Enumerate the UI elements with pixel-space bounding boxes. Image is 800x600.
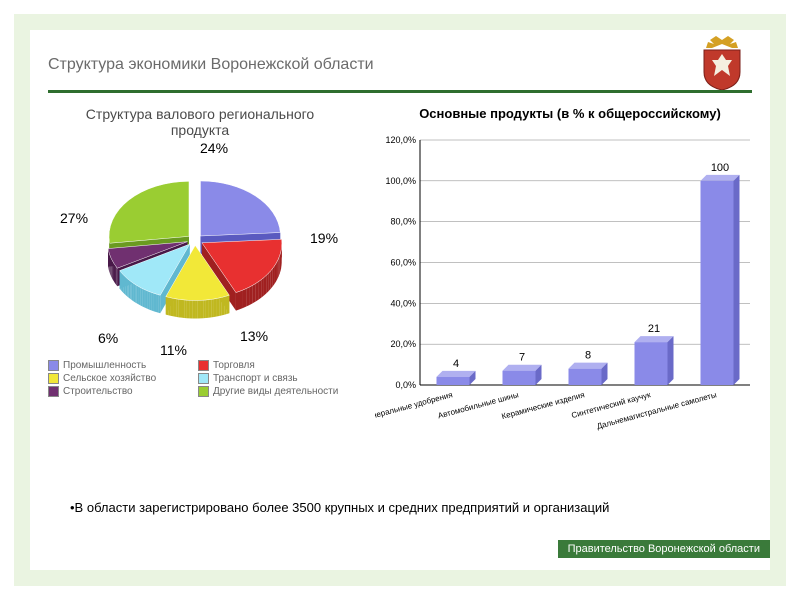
page-inner: Структура экономики Воронежской области … xyxy=(30,30,770,570)
pie-label-2: 13% xyxy=(240,328,268,344)
legend-item: Сельское хозяйство xyxy=(48,373,198,384)
svg-text:80,0%: 80,0% xyxy=(390,217,416,227)
svg-text:Дальнемагистральные самолеты: Дальнемагистральные самолеты xyxy=(596,390,718,431)
legend-label: Промышленность xyxy=(63,360,146,371)
bar-chart-title: Основные продукты (в % к общероссийскому… xyxy=(390,106,750,121)
pie-label-5: 27% xyxy=(60,210,88,226)
svg-text:100,0%: 100,0% xyxy=(385,176,416,186)
pie-label-3: 11% xyxy=(160,342,187,358)
legend-label: Строительство xyxy=(63,386,133,397)
svg-text:7: 7 xyxy=(519,352,525,364)
legend-swatch xyxy=(48,386,59,397)
title-rule xyxy=(48,90,752,93)
legend-swatch xyxy=(198,386,209,397)
legend-swatch xyxy=(198,360,209,371)
legend-swatch xyxy=(198,373,209,384)
pie-chart xyxy=(90,160,300,330)
pie-legend: Промышленность Торговля Сельское хозяйство… xyxy=(48,360,358,399)
svg-text:4: 4 xyxy=(453,358,459,370)
pie-label-1: 19% xyxy=(310,230,338,246)
legend-item: Промышленность xyxy=(48,360,198,371)
legend-item: Другие виды деятельности xyxy=(198,386,348,397)
svg-text:40,0%: 40,0% xyxy=(390,298,416,308)
legend-item: Строительство xyxy=(48,386,198,397)
svg-text:20,0%: 20,0% xyxy=(390,339,416,349)
pie-label-4: 6% xyxy=(98,330,118,346)
legend-item: Торговля xyxy=(198,360,348,371)
legend-label: Другие виды деятельности xyxy=(213,386,338,397)
svg-text:8: 8 xyxy=(585,350,591,362)
legend-item: Транспорт и связь xyxy=(198,373,348,384)
page-outer: Структура экономики Воронежской области … xyxy=(0,0,800,600)
legend-label: Транспорт и связь xyxy=(213,373,298,384)
svg-text:60,0%: 60,0% xyxy=(390,258,416,268)
legend-swatch xyxy=(48,360,59,371)
footnote: •В области зарегистрировано более 3500 к… xyxy=(70,500,609,515)
svg-text:120,0%: 120,0% xyxy=(385,135,416,145)
legend-label: Сельское хозяйство xyxy=(63,373,156,384)
bar-chart: 0,0%20,0%40,0%60,0%80,0%100,0%120,0%4Мин… xyxy=(375,130,760,460)
gov-label: Правительство Воронежской области xyxy=(558,540,770,558)
svg-text:0,0%: 0,0% xyxy=(395,380,416,390)
emblem-icon xyxy=(692,36,752,90)
pie-label-0: 24% xyxy=(200,140,228,156)
legend-swatch xyxy=(48,373,59,384)
svg-text:100: 100 xyxy=(711,162,729,174)
svg-text:21: 21 xyxy=(648,323,660,335)
pie-chart-title: Структура валового регионального продукт… xyxy=(80,106,320,138)
legend-label: Торговля xyxy=(213,360,255,371)
page-title: Структура экономики Воронежской области xyxy=(48,56,374,74)
